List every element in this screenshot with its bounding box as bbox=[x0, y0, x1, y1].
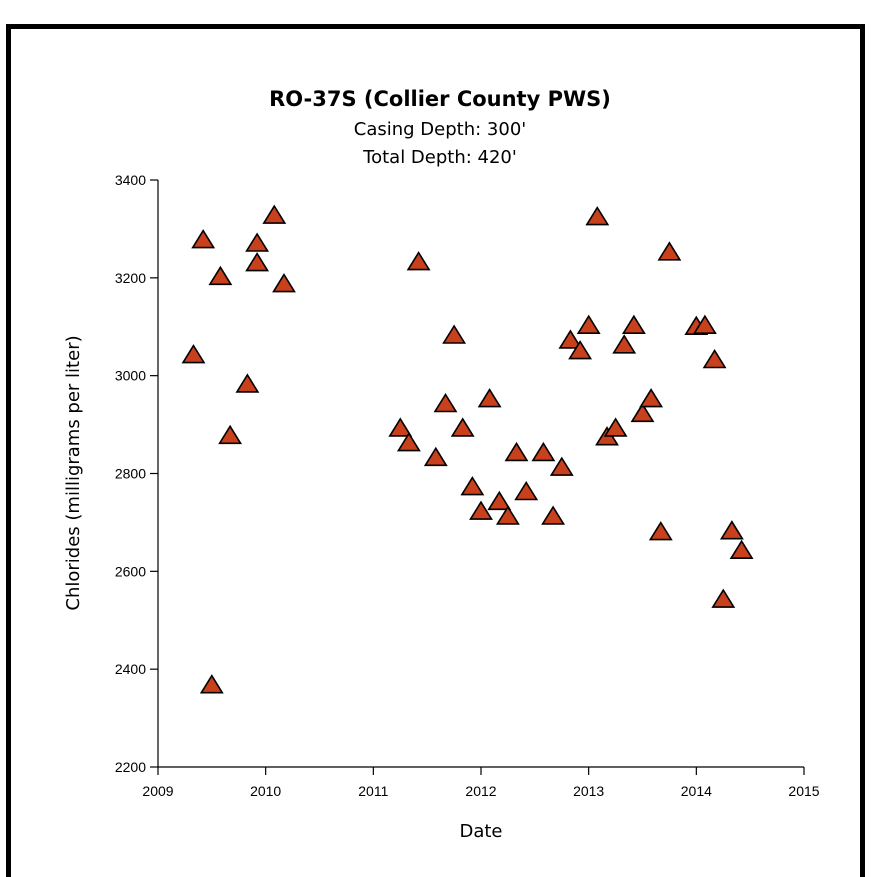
data-point-marker bbox=[181, 344, 206, 364]
x-axis-label: Date bbox=[459, 821, 502, 842]
data-point-marker bbox=[504, 441, 529, 462]
data-point-marker bbox=[531, 441, 556, 462]
y-axis-ticks: 2200 2400 2600 2800 3000 3200 3400 bbox=[115, 172, 158, 775]
data-point-marker bbox=[568, 340, 593, 360]
data-point-marker bbox=[541, 505, 566, 525]
x-tick-label: 2011 bbox=[358, 783, 388, 799]
data-point-marker bbox=[576, 314, 601, 335]
y-axis-label: Chlorides (milligrams per liter) bbox=[63, 335, 84, 610]
x-tick-label: 2013 bbox=[573, 783, 604, 799]
data-point-marker bbox=[603, 417, 628, 437]
data-point-marker bbox=[612, 334, 637, 354]
data-point-marker bbox=[639, 388, 664, 408]
data-point-marker bbox=[711, 588, 736, 608]
data-point-marker bbox=[621, 314, 646, 335]
data-point-marker bbox=[657, 241, 682, 261]
data-point-marker bbox=[460, 476, 485, 496]
chart-subtitle-casing: Casing Depth: 300' bbox=[354, 119, 526, 140]
data-points bbox=[181, 204, 754, 694]
chart-subtitle-total: Total Depth: 420' bbox=[362, 147, 517, 168]
data-point-marker bbox=[549, 456, 574, 476]
data-point-marker bbox=[450, 417, 475, 437]
data-point-marker bbox=[702, 348, 727, 369]
data-point-marker bbox=[388, 417, 413, 437]
data-point-marker bbox=[245, 252, 270, 272]
data-point-marker bbox=[558, 329, 583, 349]
data-point-marker bbox=[245, 232, 270, 252]
data-point-marker bbox=[423, 446, 448, 467]
y-tick-label: 2400 bbox=[115, 661, 146, 677]
x-axis-ticks: 2009 2010 2011 2012 2013 2014 2015 bbox=[142, 767, 820, 799]
data-point-marker bbox=[477, 388, 502, 408]
y-tick-label: 2800 bbox=[115, 466, 146, 482]
data-point-marker bbox=[514, 480, 539, 501]
data-point-marker bbox=[208, 265, 233, 286]
data-point-marker bbox=[406, 251, 431, 271]
data-point-marker bbox=[495, 505, 520, 525]
data-point-marker bbox=[235, 373, 260, 393]
data-point-marker bbox=[729, 539, 754, 560]
y-tick-label: 3200 bbox=[115, 270, 146, 286]
data-point-marker bbox=[719, 520, 744, 540]
data-point-marker bbox=[218, 424, 243, 445]
data-point-marker bbox=[585, 206, 610, 226]
data-point-marker bbox=[692, 314, 717, 335]
data-point-marker bbox=[630, 402, 655, 423]
y-tick-label: 2200 bbox=[115, 759, 146, 775]
data-point-marker bbox=[648, 521, 673, 541]
y-tick-label: 3400 bbox=[115, 172, 146, 188]
data-point-marker bbox=[469, 500, 493, 520]
x-tick-label: 2012 bbox=[465, 783, 496, 799]
data-point-marker bbox=[272, 273, 296, 293]
x-tick-label: 2015 bbox=[788, 783, 819, 799]
data-point-marker bbox=[262, 204, 287, 224]
y-tick-label: 3000 bbox=[115, 368, 146, 384]
chart-title: RO-37S (Collier County PWS) bbox=[269, 87, 611, 111]
data-point-marker bbox=[191, 229, 216, 249]
x-tick-label: 2014 bbox=[681, 783, 712, 799]
data-point-marker bbox=[487, 490, 512, 511]
data-point-marker bbox=[199, 674, 224, 694]
data-point-marker bbox=[396, 432, 421, 452]
y-tick-label: 2600 bbox=[115, 563, 146, 579]
data-point-marker bbox=[442, 324, 467, 344]
data-point-marker bbox=[433, 392, 458, 413]
x-tick-label: 2009 bbox=[142, 783, 173, 799]
x-tick-label: 2010 bbox=[250, 783, 281, 799]
